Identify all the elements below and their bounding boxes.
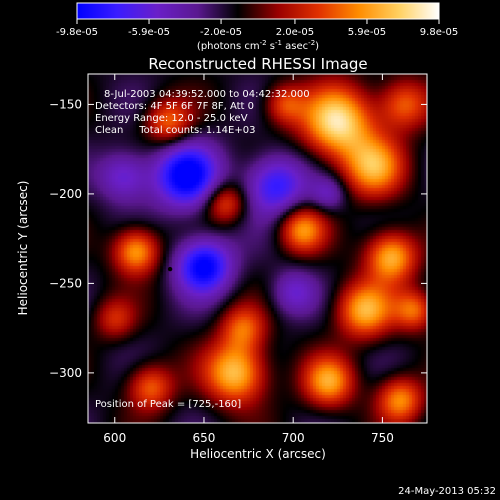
colorbar-tick-label: 2.0e-05	[276, 27, 314, 38]
x-tick-label: 700	[282, 431, 305, 445]
x-axis-ticks: 600 650 700 750	[103, 74, 394, 445]
colorbar-tick-label: -9.8e-05	[56, 27, 98, 38]
colorbar-tick-label: -2.0e-05	[200, 27, 242, 38]
timestamp: 24-May-2013 05:32	[398, 486, 496, 497]
peak-position-label: Position of Peak = [725,-160]	[95, 399, 241, 410]
plot-frame	[87, 73, 428, 424]
y-axis-label: Heliocentric Y (arcsec)	[16, 181, 30, 316]
marker-point	[167, 266, 173, 272]
y-tick-label: −200	[49, 187, 82, 201]
colorbar-gradient	[76, 2, 440, 20]
markers	[167, 266, 173, 272]
colorbar-tick-label: -5.9e-05	[128, 27, 170, 38]
colorbar-ticks: -9.8e-05 -5.9e-05 -2.0e-05 2.0e-05 5.9e-05 9.…	[56, 19, 458, 38]
colorbar-tick-label: 5.9e-05	[348, 27, 386, 38]
x-tick-label: 650	[193, 431, 216, 445]
x-tick-label: 750	[371, 431, 394, 445]
info-text: 8-Jul-2003 04:39:52.000 to 04:42:32.000 …	[95, 89, 310, 410]
x-axis-label: Heliocentric X (arcsec)	[190, 447, 326, 461]
y-tick-label: −250	[49, 276, 82, 290]
colorbar-tick-label: 9.8e-05	[420, 27, 458, 38]
y-axis-ticks: −150 −200 −250 −300	[49, 97, 427, 380]
info-line-energy: Energy Range: 12.0 - 25.0 keV	[95, 113, 248, 124]
y-tick-label: −150	[49, 97, 82, 111]
y-tick-label: −300	[49, 366, 82, 380]
info-line-clean: Clean Total counts: 1.14E+03	[95, 125, 255, 136]
info-line-time: 8-Jul-2003 04:39:52.000 to 04:42:32.000	[104, 89, 310, 100]
heatmap-image	[88, 74, 427, 423]
info-line-detectors: Detectors: 4F 5F 6F 7F 8F, Att 0	[95, 101, 254, 112]
colorbar: -9.8e-05 -5.9e-05 -2.0e-05 2.0e-05 5.9e-05 9.…	[56, 2, 458, 52]
x-tick-label: 600	[103, 431, 126, 445]
colorbar-unit-label: (photons cm-2 s-1 asec-2)	[197, 39, 319, 52]
chart-title: Reconstructed RHESSI Image	[148, 55, 367, 73]
plot-area: 8-Jul-2003 04:39:52.000 to 04:42:32.000 …	[49, 73, 428, 445]
